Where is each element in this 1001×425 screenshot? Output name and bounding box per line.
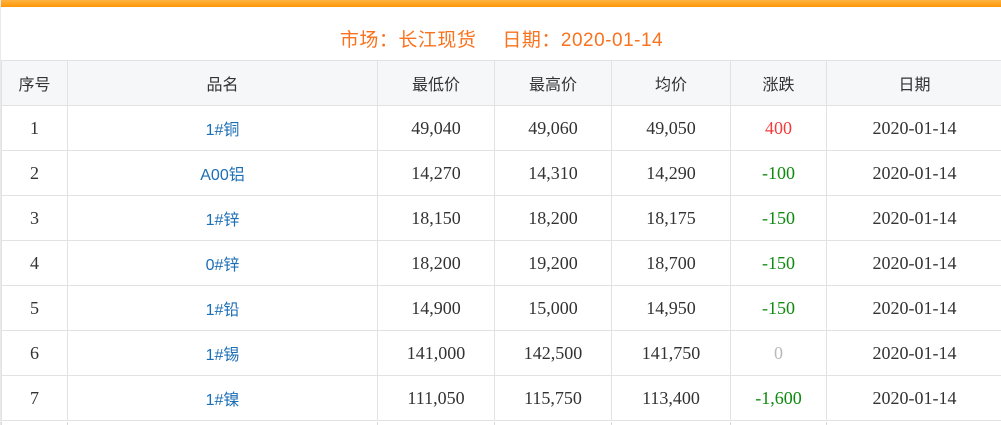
- avg-price: 141,750: [611, 330, 731, 376]
- table-row: 5 1#铅 14,900 15,000 14,950 -150 2020-01-…: [1, 285, 1001, 331]
- date-label: 日期：2020-01-14: [502, 29, 664, 51]
- page-title: 市场：长江现货 日期：2020-01-14: [1, 7, 1001, 60]
- row-index: 5: [1, 285, 68, 331]
- high-price: 19,200: [494, 240, 612, 286]
- low-price: 141,000: [377, 330, 495, 376]
- col-header-date: 日期: [826, 60, 1001, 106]
- col-header-avg: 均价: [611, 60, 731, 106]
- date-value: 2020-01-14: [826, 195, 1001, 241]
- table-row: 2 A00铝 14,270 14,310 14,290 -100 2020-01…: [1, 150, 1001, 196]
- product-name-link[interactable]: 1#铅: [67, 285, 378, 331]
- low-price: 49,040: [377, 105, 495, 151]
- col-header-high: 最高价: [494, 60, 612, 106]
- low-price: 18,150: [377, 195, 495, 241]
- col-header-product: 品名: [67, 60, 378, 106]
- table-row: 6 1#锡 141,000 142,500 141,750 0 2020-01-…: [1, 330, 1001, 376]
- date-value: 2020-01-14: [826, 105, 1001, 151]
- col-header-low: 最低价: [377, 60, 495, 106]
- avg-price: 14,950: [611, 285, 731, 331]
- avg-price: 49,050: [611, 105, 731, 151]
- top-accent-bar: [1, 0, 1001, 7]
- date-value: 2020-01-14: [826, 375, 1001, 421]
- avg-price: 18,175: [611, 195, 731, 241]
- row-index: 1: [1, 105, 68, 151]
- high-price: 15,000: [494, 285, 612, 331]
- product-name-link[interactable]: 1#铜: [67, 105, 378, 151]
- change-value: -100: [730, 150, 827, 196]
- change-value: -1,600: [730, 375, 827, 421]
- row-index: 2: [1, 150, 68, 196]
- product-name-link[interactable]: 1#锌: [67, 195, 378, 241]
- table-row: 3 1#锌 18,150 18,200 18,175 -150 2020-01-…: [1, 195, 1001, 241]
- date-value: 2020-01-14: [826, 285, 1001, 331]
- header-row: 序号 品名 最低价 最高价 均价 涨跌 日期: [1, 60, 1001, 106]
- avg-price: 18,700: [611, 240, 731, 286]
- table-row: 4 0#锌 18,200 19,200 18,700 -150 2020-01-…: [1, 240, 1001, 286]
- change-value: 400: [730, 105, 827, 151]
- high-price: 115,750: [494, 375, 612, 421]
- low-price: 14,900: [377, 285, 495, 331]
- high-price: 18,200: [494, 195, 612, 241]
- row-index: 7: [1, 375, 68, 421]
- product-name-link[interactable]: A00铝: [67, 150, 378, 196]
- date-value: 2020-01-14: [826, 240, 1001, 286]
- price-table: 序号 品名 最低价 最高价 均价 涨跌 日期 1 1#铜 49,040 49,0…: [1, 60, 1001, 421]
- product-name-link[interactable]: 1#锡: [67, 330, 378, 376]
- low-price: 18,200: [377, 240, 495, 286]
- date-value: 2020-01-14: [826, 150, 1001, 196]
- date-value: 2020-01-14: [826, 330, 1001, 376]
- change-value: 0: [730, 330, 827, 376]
- next-row-border-stubs: [1, 422, 1001, 425]
- low-price: 14,270: [377, 150, 495, 196]
- table-row: 7 1#镍 111,050 115,750 113,400 -1,600 202…: [1, 375, 1001, 421]
- product-name-link[interactable]: 0#锌: [67, 240, 378, 286]
- change-value: -150: [730, 195, 827, 241]
- avg-price: 14,290: [611, 150, 731, 196]
- change-value: -150: [730, 285, 827, 331]
- col-header-change: 涨跌: [730, 60, 827, 106]
- product-name-link[interactable]: 1#镍: [67, 375, 378, 421]
- col-header-index: 序号: [1, 60, 68, 106]
- row-index: 4: [1, 240, 68, 286]
- market-label: 市场：长江现货: [339, 29, 477, 51]
- high-price: 49,060: [494, 105, 612, 151]
- row-index: 6: [1, 330, 68, 376]
- low-price: 111,050: [377, 375, 495, 421]
- avg-price: 113,400: [611, 375, 731, 421]
- high-price: 14,310: [494, 150, 612, 196]
- high-price: 142,500: [494, 330, 612, 376]
- table-row: 1 1#铜 49,040 49,060 49,050 400 2020-01-1…: [1, 105, 1001, 151]
- row-index: 3: [1, 195, 68, 241]
- change-value: -150: [730, 240, 827, 286]
